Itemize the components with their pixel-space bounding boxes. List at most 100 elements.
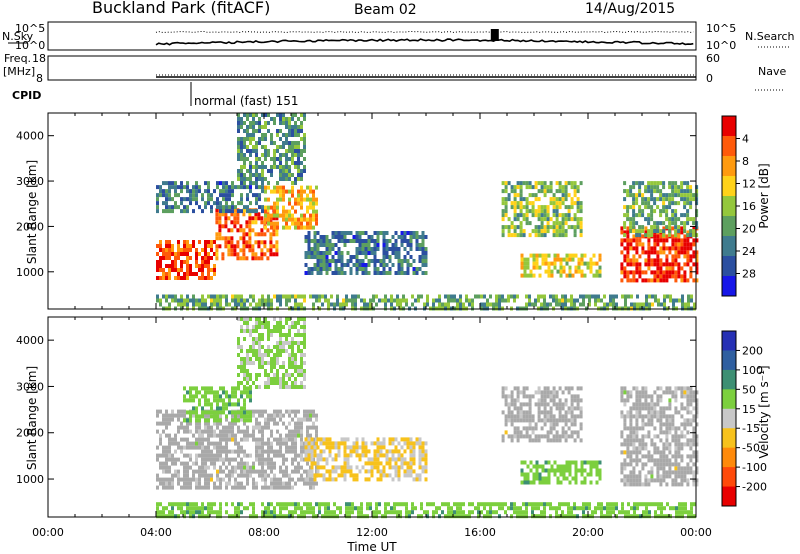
heatmap-cell — [168, 193, 171, 198]
heatmap-cell — [561, 189, 565, 194]
heatmap-cell — [195, 252, 198, 256]
heatmap-cell — [204, 445, 207, 450]
heatmap-cell — [583, 468, 587, 473]
heatmap-cell — [674, 193, 678, 198]
heatmap-cell — [240, 181, 243, 186]
heatmap-cell — [564, 189, 568, 194]
heatmap-cell — [300, 205, 303, 210]
heatmap-cell — [210, 414, 213, 419]
heatmap-cell — [656, 462, 660, 467]
heatmap-cell — [186, 481, 189, 486]
heatmap-cell — [219, 189, 222, 194]
heatmap-cell — [537, 438, 541, 443]
heatmap-cell — [291, 221, 294, 226]
heatmap-cell — [252, 345, 255, 349]
heatmap-cell — [309, 433, 312, 438]
heatmap-cell — [397, 259, 401, 263]
heatmap-cell — [285, 441, 288, 446]
heatmap-cell — [222, 461, 225, 466]
heatmap-cell — [612, 298, 615, 303]
heatmap-cell — [564, 233, 568, 238]
heatmap-cell — [165, 506, 168, 511]
heatmap-cell — [674, 185, 678, 190]
heatmap-cell — [665, 234, 669, 239]
heatmap-cell — [579, 422, 583, 427]
heatmap-cell — [692, 426, 696, 431]
heatmap-cell — [662, 201, 666, 206]
heatmap-cell — [549, 418, 553, 423]
heatmap-cell — [598, 269, 602, 274]
heatmap-cell — [258, 445, 261, 450]
heatmap-cell — [315, 221, 318, 226]
heatmap-cell — [303, 133, 306, 137]
heatmap-cell — [237, 365, 240, 369]
heatmap-cell — [426, 298, 429, 303]
heatmap-cell — [382, 239, 386, 243]
heatmap-cell — [653, 270, 657, 275]
heatmap-cell — [231, 449, 234, 454]
heatmap-cell — [219, 394, 222, 399]
heatmap-cell — [195, 272, 198, 276]
heatmap-cell — [346, 259, 350, 263]
heatmap-cell — [400, 465, 404, 470]
heatmap-cell — [647, 434, 651, 439]
heatmap-cell — [686, 221, 690, 226]
heatmap-cell — [276, 298, 279, 303]
heatmap-cell — [243, 113, 246, 117]
heatmap-cell — [198, 302, 201, 307]
heatmap-cell — [447, 294, 450, 299]
heatmap-cell — [659, 274, 663, 279]
heatmap-cell — [267, 465, 270, 470]
heatmap-cell — [543, 294, 546, 299]
heatmap-cell — [236, 220, 240, 225]
heatmap-cell — [252, 510, 255, 515]
heatmap-cell — [192, 433, 195, 438]
heatmap-cell — [282, 377, 285, 381]
heatmap-cell — [346, 469, 350, 474]
heatmap-cell — [680, 390, 684, 395]
heatmap-cell — [231, 193, 234, 198]
heatmap-cell — [221, 252, 225, 257]
heatmap-cell — [559, 464, 563, 469]
heatmap-cell — [665, 458, 669, 463]
heatmap-cell — [165, 240, 168, 244]
heatmap-cell — [186, 461, 189, 466]
heatmap-cell — [288, 514, 291, 519]
heatmap-cell — [252, 145, 255, 149]
heatmap-cell — [665, 209, 669, 214]
heatmap-cell — [513, 201, 517, 206]
heatmap-cell — [334, 477, 338, 482]
heatmap-cell — [156, 413, 159, 418]
heatmap-cell — [246, 461, 249, 466]
heatmap-cell — [267, 485, 270, 490]
heatmap-cell — [686, 422, 690, 427]
heatmap-cell — [309, 417, 312, 422]
heatmap-cell — [409, 239, 413, 243]
heatmap-cell — [174, 413, 177, 418]
heatmap-cell — [659, 466, 663, 471]
heatmap-cell — [168, 457, 171, 462]
heatmap-cell — [397, 247, 401, 251]
heatmap-cell — [183, 240, 186, 244]
heatmap-cell — [276, 485, 279, 490]
heatmap-cell — [525, 410, 529, 415]
heatmap-cell — [303, 369, 306, 373]
heatmap-cell — [276, 189, 279, 194]
heatmap-cell — [343, 469, 347, 474]
heatmap-cell — [204, 390, 207, 395]
heatmap-cell — [382, 445, 386, 450]
heatmap-cell — [267, 349, 270, 353]
heatmap-cell — [246, 353, 249, 357]
heatmap-cell — [558, 434, 562, 439]
heatmap-cell — [273, 510, 276, 515]
heatmap-cell — [270, 137, 273, 141]
heatmap-cell — [635, 458, 639, 463]
heatmap-cell — [273, 213, 276, 218]
heatmap-cell — [687, 302, 690, 307]
heatmap-cell — [240, 349, 243, 353]
heatmap-cell — [334, 263, 338, 267]
heatmap-cell — [300, 473, 303, 478]
heatmap-cell — [291, 357, 294, 361]
heatmap-cell — [165, 465, 168, 470]
heatmap-cell — [273, 185, 276, 190]
